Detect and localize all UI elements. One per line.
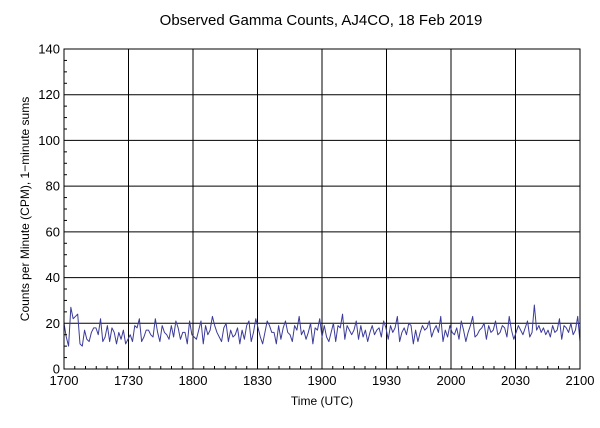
y-tick-label: 100 — [38, 133, 60, 148]
x-axis-ticks: 1700 1730 1800 1830 1900 1930 2000 2030 2100 — [50, 366, 595, 388]
grid-lines — [64, 49, 580, 369]
x-tick-label: 1730 — [114, 373, 143, 388]
y-axis-ticks: 0 20 40 60 80 100 120 140 — [38, 42, 67, 377]
y-tick-label: 40 — [46, 270, 60, 285]
chart-title: Observed Gamma Counts, AJ4CO, 18 Feb 201… — [160, 12, 483, 29]
x-tick-label: 1930 — [372, 373, 401, 388]
x-tick-label: 1800 — [179, 373, 208, 388]
x-tick-label: 2030 — [501, 373, 530, 388]
y-tick-label: 80 — [46, 179, 60, 194]
x-tick-label: 1700 — [50, 373, 79, 388]
y-axis-label: Counts per Minute (CPM), 1−minute sums — [18, 97, 32, 321]
y-tick-label: 140 — [38, 42, 60, 57]
y-tick-label: 60 — [46, 224, 60, 239]
y-tick-label: 20 — [46, 316, 60, 331]
y-tick-label: 120 — [38, 87, 60, 102]
series-line — [63, 304, 581, 347]
x-tick-label: 1830 — [243, 373, 272, 388]
x-axis-label: Time (UTC) — [291, 394, 353, 408]
x-tick-label: 1900 — [308, 373, 337, 388]
y-tick-label: 0 — [53, 362, 60, 377]
x-tick-label: 2000 — [437, 373, 466, 388]
x-tick-label: 2100 — [566, 373, 595, 388]
